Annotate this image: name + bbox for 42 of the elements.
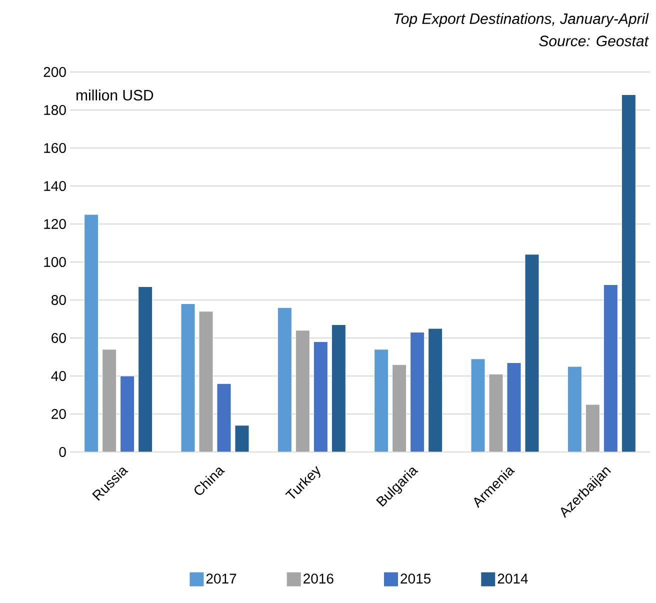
bar <box>567 366 582 452</box>
bar <box>313 342 328 452</box>
y-tick-label: 100 <box>44 257 66 267</box>
y-tick-label: 120 <box>44 219 66 229</box>
bar <box>524 254 540 452</box>
y-tick-label: 200 <box>44 67 66 77</box>
y-tick-label: 40 <box>51 371 66 381</box>
bar <box>331 324 346 452</box>
y-tick-label: 20 <box>52 409 66 419</box>
bar <box>120 376 135 452</box>
bar <box>621 94 636 452</box>
bar <box>410 332 425 452</box>
y-tick-label: 160 <box>44 143 66 153</box>
legend-label: 2015 <box>400 574 431 584</box>
legend-label: 2016 <box>304 574 334 584</box>
bar <box>585 404 600 452</box>
bar <box>180 304 196 452</box>
bar <box>198 311 214 452</box>
bar <box>138 286 153 452</box>
source-note: Source: Geostat <box>539 36 649 46</box>
bar <box>392 364 407 452</box>
bar <box>488 374 504 452</box>
legend-label: 2017 <box>206 574 236 584</box>
y-axis-title: million USD <box>76 89 154 100</box>
y-tick-label: 80 <box>52 295 66 305</box>
bar <box>234 425 250 452</box>
bar <box>277 307 292 452</box>
bar <box>102 349 117 452</box>
bar <box>84 214 98 452</box>
y-tick-label: 0 <box>59 447 66 457</box>
chart-title: Top Export Destinations, January-April <box>394 13 649 27</box>
bar <box>428 328 443 452</box>
y-tick-label: 60 <box>52 333 66 343</box>
legend-label: 2014 <box>498 574 528 584</box>
bar <box>470 358 486 452</box>
bar <box>603 284 618 452</box>
bar <box>506 362 522 452</box>
y-tick-label: 180 <box>44 105 66 115</box>
bar <box>295 330 310 452</box>
y-tick-label: 140 <box>44 181 66 191</box>
bar <box>374 349 389 452</box>
bar <box>216 383 232 452</box>
